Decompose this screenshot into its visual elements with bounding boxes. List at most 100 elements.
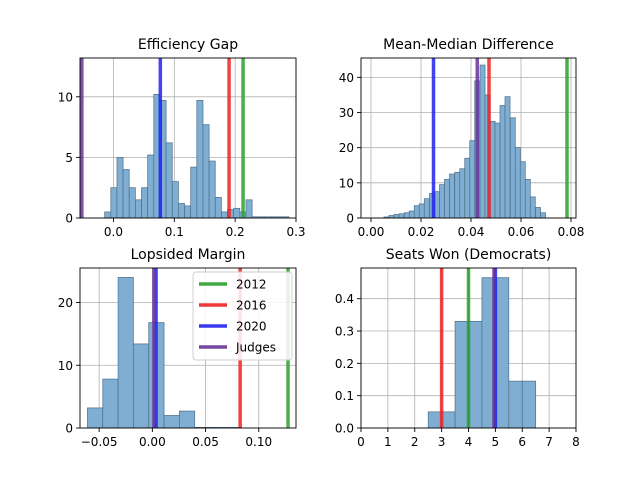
y-tick-label: 20	[339, 141, 354, 155]
legend-box	[192, 271, 293, 361]
histogram-bar	[454, 320, 469, 428]
histogram-bar	[454, 171, 461, 218]
legend: 2012 2016 2020 Judges	[192, 271, 293, 361]
legend-label: 2012	[236, 278, 267, 292]
histogram-bar	[104, 211, 112, 218]
histogram-bar	[464, 157, 471, 218]
histogram-bar	[514, 147, 521, 218]
y-tick-label: 30	[339, 106, 354, 120]
histogram-bar	[519, 161, 526, 218]
x-tick-label: 0.10	[245, 435, 272, 449]
histogram-bar	[459, 168, 466, 218]
y-tick-label: 0	[65, 422, 73, 436]
x-tick-label: 0.1	[165, 225, 184, 239]
histogram-bar	[508, 380, 523, 428]
histogram-bar	[494, 122, 501, 218]
histogram-bar	[102, 378, 119, 428]
histogram-bar	[434, 191, 440, 218]
histogram-bar	[221, 211, 228, 218]
histogram-bar	[408, 210, 415, 218]
chart-title: Efficiency Gap	[138, 37, 238, 53]
chart-title: Seats Won (Democrats)	[386, 247, 552, 263]
chart-panel-1: 0.0 0.1 0.2 0.3 0 5 10 Efficiency Gap	[58, 37, 306, 239]
histogram-bars	[427, 277, 537, 428]
x-tick-label: 4	[465, 435, 473, 449]
histogram-bar	[441, 411, 456, 428]
y-tick-label: 10	[58, 90, 73, 104]
histogram-bar	[190, 166, 198, 218]
y-tick-label: 5	[65, 151, 73, 165]
histogram-bar	[489, 120, 496, 218]
x-tick-label: 0.05	[192, 435, 219, 449]
histogram-bar	[449, 173, 455, 218]
histogram-bar	[504, 96, 511, 218]
chart-title: Lopsided Margin	[131, 247, 246, 263]
histogram-bar	[133, 343, 150, 428]
histogram-bar	[165, 142, 173, 218]
y-tick-label: 0	[346, 212, 354, 226]
histogram-bar	[135, 199, 142, 218]
x-tick-label: 6	[518, 435, 526, 449]
histogram-bar	[509, 117, 516, 218]
chart-title: Mean-Median Difference	[383, 37, 554, 53]
histogram-bar	[184, 205, 192, 218]
histogram-bar	[179, 410, 196, 428]
axes-frame	[79, 267, 297, 429]
y-tick-label: 0	[65, 212, 73, 226]
y-tick-label: 10	[339, 176, 354, 190]
y-tick-label: 0.0	[335, 422, 354, 436]
histogram-bar	[245, 199, 253, 218]
histogram-bar	[393, 214, 400, 218]
x-tick-label: 5	[492, 435, 500, 449]
x-tick-label: 3	[438, 435, 446, 449]
x-tick-label: 0	[357, 435, 365, 449]
x-tick-label: 0.04	[458, 225, 485, 239]
histogram-bar	[535, 207, 541, 218]
histogram-bar	[214, 197, 222, 218]
histogram-bar	[141, 187, 149, 218]
chart-panel-4: 0 1 2 3 4 5 6 7 8 0.0 0.1 0.2 0.3 0.4 Seats Won (Democ…	[335, 247, 580, 449]
histogram-bar	[444, 178, 450, 218]
histogram-bar	[208, 160, 216, 218]
histogram-bar	[196, 100, 204, 218]
histogram-bar	[479, 64, 486, 218]
chart-panel-2: 0.00 0.02 0.04 0.06 0.08 0 10 20 30 40 Mean-Median…	[339, 37, 585, 239]
histogram-bar	[233, 207, 241, 218]
y-tick-label: 0.1	[335, 389, 354, 403]
y-tick-label: 0.2	[335, 357, 354, 371]
histogram-bar	[439, 184, 445, 218]
histogram-bar	[171, 181, 179, 218]
reference-lines	[439, 268, 498, 428]
histogram-bar	[495, 277, 510, 428]
histogram-bars	[104, 94, 290, 218]
histogram-bar	[122, 169, 130, 218]
reference-lines	[431, 58, 569, 218]
x-tick-label: 1	[384, 435, 392, 449]
x-tick-label: 0.00	[358, 225, 385, 239]
histogram-bar	[418, 203, 425, 218]
histogram-bar	[147, 154, 155, 218]
histogram-bars	[87, 277, 242, 428]
y-tick-label: 0.4	[335, 292, 354, 306]
histogram-bar	[468, 320, 483, 428]
x-tick-label: 0.02	[408, 225, 435, 239]
histogram-bar	[521, 380, 537, 428]
legend-label: 2020	[236, 320, 267, 334]
x-tick-label: 0.08	[558, 225, 585, 239]
histogram-bar	[499, 105, 506, 218]
legend-label: Judges	[235, 341, 276, 355]
histogram-bar	[116, 157, 124, 218]
histogram-bar	[427, 411, 442, 428]
histogram-bar	[87, 407, 104, 428]
x-tick-label: 2	[411, 435, 419, 449]
x-tick-label: 7	[545, 435, 553, 449]
x-tick-label: 0.3	[286, 225, 305, 239]
x-tick-label: 8	[572, 435, 580, 449]
x-tick-label: −0.05	[81, 435, 118, 449]
legend-label: 2016	[236, 299, 267, 313]
x-tick-label: 0.00	[139, 435, 166, 449]
histogram-bar	[413, 205, 420, 218]
y-tick-label: 0.3	[335, 325, 354, 339]
chart-panel-3: −0.05 0.00 0.05 0.10 0 10 20 Lopsided Margin 201…	[58, 247, 297, 449]
